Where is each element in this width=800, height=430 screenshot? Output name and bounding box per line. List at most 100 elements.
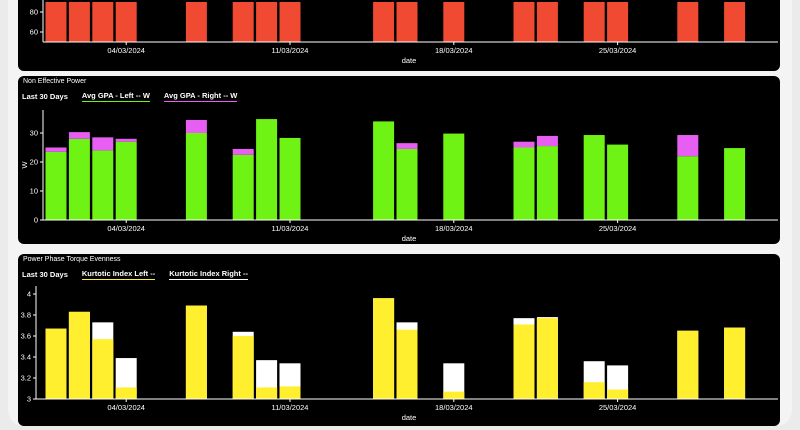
x-tick-label: 04/03/2024 [107,403,145,412]
bar-left [256,119,278,220]
x-tick-label: 18/03/2024 [435,403,473,412]
bar-right [232,148,254,155]
y-tick-label: 10 [30,187,38,196]
bar-left [115,387,137,399]
bar-left [232,154,254,220]
legend-period: Last 30 Days [22,91,68,101]
y-tick-label: 3.8 [21,311,31,320]
bar [232,2,254,42]
legend-item-left[interactable]: Avg GPA - Left -- W [81,90,150,102]
bar-left [373,298,395,399]
bar-right [677,135,699,157]
bar-left [583,135,605,220]
x-tick-label: 18/03/2024 [435,224,473,233]
x-axis-label: date [402,56,417,65]
x-tick-label: 11/03/2024 [272,46,309,55]
bar-right [443,363,465,399]
bar-left [443,133,465,220]
bar-left [536,146,558,220]
top-bar-chart: 60 80 04/03/2024 11/03/2024 18/03/2024 25/03/… [30,0,778,65]
y-tick-label: 3.4 [21,353,31,362]
bar-left [513,324,535,399]
y-tick-label: 0 [34,216,38,225]
x-tick-label: 11/03/2024 [272,403,309,412]
non-effective-power-chart: 0 10 20 30 04/03/2024 11/03/2024 18/03/2024 25/… [20,110,778,243]
bar-left [232,336,254,399]
bar-right [536,135,558,147]
bar-left [279,386,301,399]
torque-evenness-chart: 3 3.2 3.4 3.6 3.8 4 04/03/2024 11/03/2024 18/03/… [21,286,778,422]
bar-left [45,151,67,220]
bar-left [536,318,558,399]
bar [536,2,558,42]
bar-left [724,148,746,220]
chart-title: Non Effective Power [23,78,87,85]
y-tick-label: 60 [30,28,38,37]
bar-right [92,137,114,151]
bar [185,2,207,42]
legend-item-right[interactable]: Kurtotic Index Right -- [169,268,248,280]
bar-left [677,330,699,399]
bar-left [724,327,746,399]
bar-left [45,328,67,399]
bar-right [513,141,535,148]
bar-left [256,387,278,399]
x-tick-label: 25/03/2024 [599,224,637,233]
bar-left [583,382,605,399]
y-tick-label: 30 [30,129,38,138]
bar-left [68,138,90,220]
top-chart-panel: 60 80 04/03/2024 11/03/2024 18/03/2024 25/03/… [18,0,780,71]
bar-left [677,156,699,220]
bar-left [607,389,629,399]
legend-item-left[interactable]: Kurtotic Index Left -- [81,268,156,280]
bar-right [45,147,67,152]
bar [724,2,746,42]
bar [443,2,465,42]
bar [513,2,535,42]
y-axis-label: W [20,161,29,169]
y-tick-label: 3.2 [21,374,31,383]
x-tick-label: 04/03/2024 [107,224,145,233]
bar [92,2,114,42]
non-effective-power-panel: Non Effective Power Last 30 Days Avg GPA… [18,76,780,244]
torque-evenness-panel: Power Phase Torque Evenness Last 30 Days… [18,254,780,426]
legend-item-right[interactable]: Avg GPA - Right -- W [163,90,238,102]
legend: Last 30 Days Kurtotic Index Left -- Kurt… [22,268,248,280]
x-axis-label: date [402,413,417,422]
bar-left [396,329,418,399]
bar-left [185,305,207,399]
y-tick-label: 4 [27,290,31,299]
bar [68,2,90,42]
bar-right [115,138,137,142]
bar-left [443,391,465,399]
chart-title: Power Phase Torque Evenness [23,256,121,263]
bar [256,2,278,42]
bar [115,2,137,42]
legend: Last 30 Days Avg GPA - Left -- W Avg GPA… [22,90,238,102]
legend-period: Last 30 Days [22,269,68,279]
bar [607,2,629,42]
bar [677,2,699,42]
bar-left [185,133,207,220]
x-tick-label: 11/03/2024 [272,224,309,233]
bar-left [607,144,629,220]
bar [373,2,395,42]
bar-left [68,311,90,399]
y-tick-label: 3.6 [21,332,31,341]
bar [45,2,67,42]
bar-right [68,132,90,139]
bar-left [115,141,137,220]
bar-right [396,143,418,149]
bar [396,2,418,42]
y-tick-label: 20 [30,158,38,167]
bar-right [185,119,207,133]
x-tick-label: 18/03/2024 [435,46,473,55]
y-tick-label: 3 [27,395,31,404]
x-tick-label: 25/03/2024 [599,46,637,55]
bar-left [373,121,395,220]
bar-left [92,339,114,399]
bar [583,2,605,42]
bar-left [279,137,301,220]
y-tick-label: 80 [30,8,38,17]
bar-left [396,148,418,220]
